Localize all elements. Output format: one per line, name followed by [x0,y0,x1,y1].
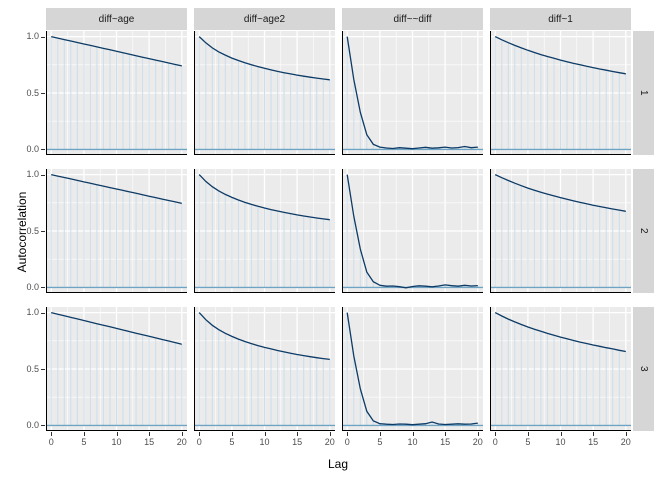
x-tick-mark [297,432,299,436]
x-tick-mark [116,432,118,436]
y-tick-label: 0.5 [26,363,39,374]
y-tick-label: 0.5 [26,225,39,236]
x-tick-mark [445,432,447,436]
x-tick-label: 10 [555,437,566,447]
y-tick-mark [41,174,45,176]
panel-svg [490,307,631,431]
panel-svg [342,169,483,293]
facet-col-strip-2: diff~age2 [194,8,335,30]
x-tick-label: 15 [144,437,155,447]
panel-r1-c1 [46,31,187,155]
x-tick-mark [51,432,53,436]
x-tick-mark [412,432,414,436]
y-tick-label: 0.5 [26,87,39,98]
x-tick-mark [347,432,349,436]
facet-col-strip-label: diff~~diff [393,13,432,25]
x-tick-label: 0 [48,437,54,447]
facet-row-strip-2: 2 [633,169,654,293]
x-tick-mark [495,432,497,436]
x-tick-label: 0 [492,437,498,447]
y-tick-mark [41,149,45,151]
facet-col-strip-4: diff~1 [490,8,631,30]
y-tick-mark [41,369,45,370]
panel-r2-c3 [342,169,483,293]
panel-svg [490,31,631,155]
facet-col-strip-label: diff~1 [548,13,573,25]
panel-svg [342,31,483,155]
x-tick-mark [149,432,151,436]
x-tick-label: 20 [472,437,483,447]
facet-row-strip-label: 1 [638,90,649,96]
facet-row-strip-1: 1 [633,31,654,155]
y-tick-mark [41,36,45,38]
x-tick-mark [625,432,627,436]
x-tick-label: 20 [620,437,631,447]
panel-r1-c4 [490,31,631,155]
x-tick-label: 5 [81,437,87,447]
x-tick-label: 10 [259,437,270,447]
y-tick-label: 0.0 [26,419,39,430]
x-tick-label: 10 [111,437,122,447]
facet-row-strip-label: 2 [638,228,649,234]
y-tick-label: 1.0 [26,307,39,318]
panel-r2-c4 [490,169,631,293]
x-tick-mark [527,432,529,436]
x-tick-mark [379,432,381,436]
x-tick-mark [264,432,266,436]
x-tick-mark [329,432,331,436]
x-tick-mark [181,432,183,436]
facet-col-strip-3: diff~~diff [342,8,483,30]
panel-svg [342,307,483,431]
x-tick-mark [231,432,233,436]
panel-r2-c2 [194,169,335,293]
panel-svg [46,307,187,431]
panel-r1-c2 [194,31,335,155]
y-tick-label: 1.0 [26,169,39,180]
y-tick-mark [41,231,45,232]
x-tick-label: 10 [407,437,418,447]
x-tick-label: 20 [324,437,335,447]
panel-r3-c3 [342,307,483,431]
x-tick-label: 5 [229,437,235,447]
y-tick-label: 0.0 [26,143,39,154]
x-tick-label: 0 [344,437,350,447]
facet-col-strip-1: diff~age [46,8,187,30]
panel-r2-c1 [46,169,187,293]
facet-col-strip-label: diff~age [98,13,135,25]
facet-row-strip-3: 3 [633,307,654,431]
x-tick-label: 15 [588,437,599,447]
facet-row-strip-label: 3 [638,366,649,372]
panel-svg [194,169,335,293]
panel-r1-c3 [342,31,483,155]
panel-r3-c1 [46,307,187,431]
x-axis-title: Lag [327,457,349,471]
x-tick-mark [593,432,595,436]
x-tick-label: 15 [292,437,303,447]
x-tick-mark [199,432,201,436]
x-tick-label: 15 [440,437,451,447]
panel-svg [490,169,631,293]
panel-r3-c2 [194,307,335,431]
panel-svg [46,31,187,155]
facet-col-strip-label: diff~age2 [243,13,286,25]
y-tick-label: 1.0 [26,31,39,42]
panel-svg [194,31,335,155]
y-tick-mark [41,93,45,94]
panel-svg [46,169,187,293]
x-tick-mark [560,432,562,436]
x-tick-label: 20 [176,437,187,447]
x-tick-label: 5 [377,437,383,447]
x-tick-label: 0 [196,437,202,447]
y-tick-label: 0.0 [26,281,39,292]
x-tick-mark [83,432,85,436]
y-tick-mark [41,287,45,289]
y-tick-mark [41,425,45,427]
panel-r3-c4 [490,307,631,431]
panel-svg [194,307,335,431]
y-tick-mark [41,312,45,314]
x-tick-label: 5 [525,437,531,447]
x-tick-mark [477,432,479,436]
